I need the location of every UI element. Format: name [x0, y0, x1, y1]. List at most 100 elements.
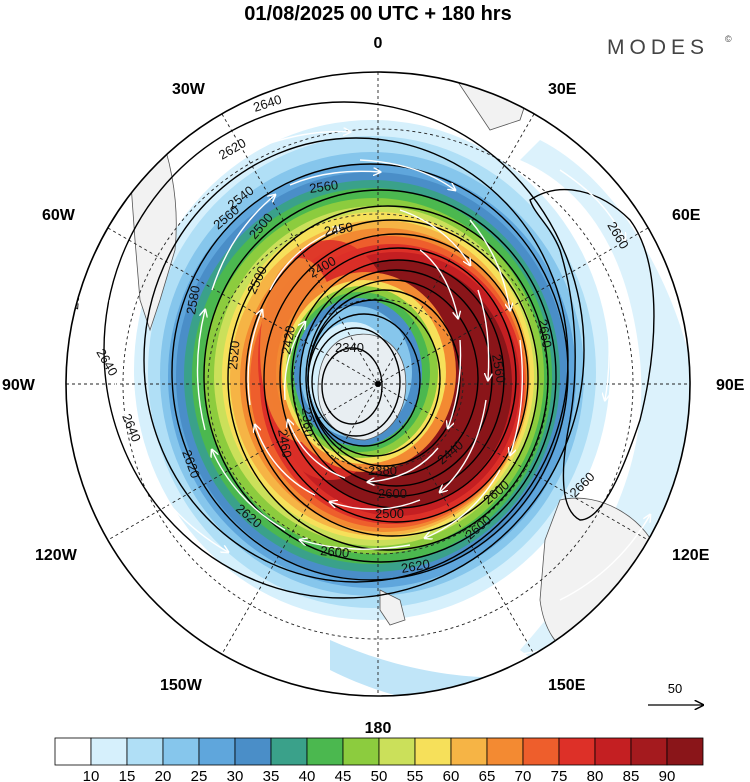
- colorbar-tick-label: 60: [443, 768, 460, 782]
- wind-vector: [359, 159, 455, 190]
- colorbar-swatch: [414, 737, 452, 766]
- map-title: 01/08/2025 00 UTC + 180 hrs: [244, 3, 511, 25]
- wind-vector: [368, 447, 439, 482]
- contour-label: 2450: [323, 219, 354, 239]
- contour-2360: [311, 327, 401, 437]
- wind-vector: [599, 279, 609, 400]
- wind-vector: [469, 219, 510, 310]
- colorbar-swatch: [342, 737, 380, 766]
- lon-label-150w: 150W: [160, 677, 203, 694]
- wind-vector: [247, 310, 262, 406]
- contour-label: 2520: [225, 340, 242, 370]
- colorbar-tick-label: 45: [335, 768, 352, 782]
- colorbar-tick-label: 15: [119, 768, 136, 782]
- colorbar-swatch: [306, 737, 344, 766]
- colorbar-swatch: [234, 737, 272, 766]
- wind-vector: [425, 469, 501, 538]
- lon-label-0: 0: [374, 35, 383, 52]
- lon-label-90w: 90W: [2, 377, 36, 394]
- contour-label: 2500: [375, 506, 404, 521]
- contour-label: 2380: [368, 463, 397, 478]
- wind-vector: [440, 399, 487, 492]
- wind-vector: [283, 322, 305, 401]
- wind-vector: [212, 450, 286, 531]
- colorbar-tick-label: 65: [479, 768, 496, 782]
- wind-vector: [559, 169, 625, 240]
- colorbar-swatch: [378, 737, 416, 766]
- contour-2640: [103, 101, 585, 599]
- longitude-labels: 0 180 90W 90E 30W 30E 60W 60E 120W 120E …: [2, 35, 745, 737]
- lon-label-60e: 60E: [672, 207, 701, 224]
- contour-2500: [279, 247, 517, 509]
- contour-label: 2420: [278, 324, 298, 355]
- colorbar-swatch: [666, 737, 704, 766]
- contour-label: 2640: [66, 280, 83, 310]
- contour-label: 2600: [320, 543, 350, 560]
- wind-vector: [196, 310, 206, 431]
- wind-speed-shading: [134, 120, 690, 696]
- map-border: [65, 71, 691, 697]
- meridian-60: [107, 227, 649, 541]
- wind-vector: [269, 228, 340, 291]
- colorbar-tick-label: 20: [155, 768, 172, 782]
- colorbar-tick-label: 70: [515, 768, 532, 782]
- colorbar-tick-label: 30: [227, 768, 244, 782]
- contour-2520: [263, 233, 529, 523]
- contour-label: 2600: [378, 486, 407, 501]
- lon-label-30w: 30W: [172, 81, 206, 98]
- brand-logo: MODES ©: [607, 34, 732, 59]
- lon-label-60w: 60W: [42, 207, 76, 224]
- contour-label: 2360: [299, 407, 316, 437]
- colorbar-tick-label: 85: [623, 768, 640, 782]
- contour-label: 2660: [535, 318, 555, 349]
- colorbar-tick-label: 50: [371, 768, 388, 782]
- colorbar-swatch: [522, 737, 560, 766]
- lon-label-150e: 150E: [548, 677, 586, 694]
- brand-copyright-mark: ©: [725, 34, 732, 44]
- polar-map: 2640 2640 2640 2640 2640 2620 2620 2620 …: [66, 72, 690, 696]
- wind-vector: [211, 195, 275, 291]
- colorbar-swatch: [630, 737, 668, 766]
- wind-vector: [559, 515, 650, 601]
- colorbar-swatch: [90, 737, 128, 766]
- colorbar-tick-label: 90: [659, 768, 676, 782]
- meridian-30: [221, 113, 535, 655]
- lon-label-90e: 90E: [716, 377, 745, 394]
- wind-vector: [477, 289, 489, 380]
- colorbar-tick-label: 10: [83, 768, 100, 782]
- colorbar-tick-label: 55: [407, 768, 424, 782]
- wind-vector: [139, 459, 228, 552]
- wind-vector: [419, 249, 458, 318]
- colorbar-swatch: [486, 737, 524, 766]
- reference-vector: 50: [648, 681, 703, 705]
- lon-label-120w: 120W: [35, 547, 78, 564]
- reference-vector-value: 50: [668, 681, 682, 696]
- south-pole-dot: [375, 381, 381, 387]
- brand-name: MODES: [607, 36, 709, 59]
- contour-2660-east: [529, 188, 655, 521]
- colorbar-swatch: [198, 737, 236, 766]
- lon-label-180: 180: [365, 720, 392, 737]
- lon-label-30e: 30E: [548, 81, 577, 98]
- height-contours: [103, 101, 655, 599]
- land-masses: [129, 72, 662, 662]
- contour-label: 2460: [275, 428, 295, 459]
- land-antarctica: [317, 333, 407, 441]
- wind-vector: [255, 425, 316, 496]
- colorbar-swatch: [54, 737, 92, 766]
- meridian-150: [221, 113, 535, 655]
- wind-vector: [399, 209, 470, 265]
- colorbar-tick-label: 75: [551, 768, 568, 782]
- wind-vector: [330, 499, 421, 510]
- colorbar-tick-label: 40: [299, 768, 316, 782]
- wind-vectors: [108, 132, 650, 658]
- wind-vector: [289, 171, 380, 186]
- wind-vector: [249, 132, 350, 151]
- colorbar-tick-label: 35: [263, 768, 280, 782]
- contour-2340: [321, 347, 383, 425]
- colorbar-swatch: [126, 737, 164, 766]
- contour-label: 2620: [400, 556, 431, 576]
- contour-2380: [307, 313, 421, 447]
- wind-vector: [108, 299, 124, 418]
